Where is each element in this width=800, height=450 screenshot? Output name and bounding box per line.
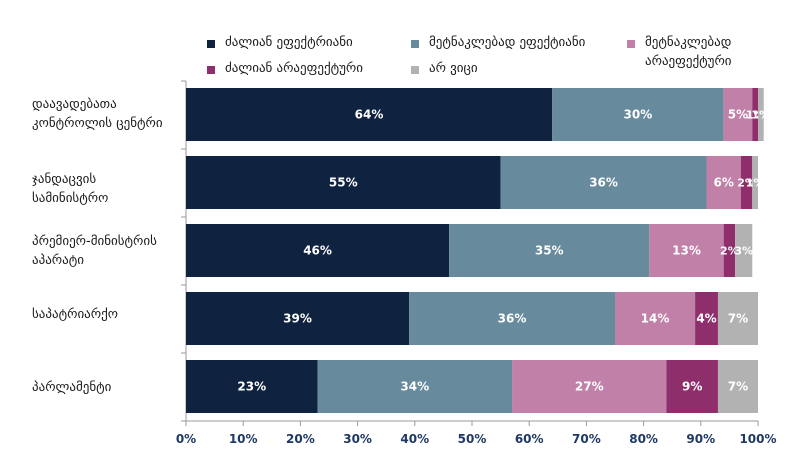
data-label: 3%: [734, 245, 753, 258]
category-label: ჯანდაცვის სამინისტრო: [32, 170, 108, 208]
data-label: 55%: [329, 176, 358, 190]
legend-swatch: [411, 66, 419, 74]
bar-segment: [409, 292, 615, 345]
bar-segment: [717, 360, 758, 413]
legend-swatch: [207, 40, 215, 48]
x-tick-label: 60%: [515, 432, 544, 446]
x-tick-label: 100%: [739, 432, 776, 446]
bar-segment: [723, 88, 753, 141]
data-label: 27%: [575, 380, 604, 394]
data-label: 46%: [303, 244, 332, 258]
bar-segment: [186, 360, 318, 413]
data-label: 1%: [752, 109, 771, 122]
category-label: პრემიერ-მინისტრის აპარატი: [32, 232, 157, 270]
category-label-line: დაავადებათა: [32, 97, 117, 112]
legend-label-line: არაეფექტური: [645, 54, 732, 69]
bar-segment: [500, 156, 707, 209]
category-label: დაავადებათა კონტროლის ცენტრი: [32, 95, 163, 133]
x-tick-label: 90%: [686, 432, 715, 446]
data-label: 7%: [728, 312, 748, 326]
x-tick-label: 40%: [400, 432, 429, 446]
data-label: 36%: [498, 312, 527, 326]
data-label: 2%: [737, 177, 756, 190]
data-label: 9%: [682, 380, 702, 394]
category-label-line: კონტროლის ცენტრი: [32, 116, 163, 131]
x-tick-label: 10%: [229, 432, 258, 446]
data-label: 64%: [355, 108, 384, 122]
bar-segment: [695, 292, 718, 345]
category-label: საპატრიარქო: [32, 305, 118, 324]
x-tick-label: 20%: [286, 432, 315, 446]
data-label: 6%: [713, 176, 733, 190]
bar-segment: [186, 224, 450, 277]
legend-label: არ ვიცი: [429, 61, 478, 76]
data-label: 1%: [746, 177, 765, 190]
data-label: 34%: [400, 380, 429, 394]
category-label-line: პარლამენტი: [32, 380, 112, 395]
legend-swatch: [411, 40, 419, 48]
category-label-line: საპატრიარქო: [32, 307, 119, 322]
data-label: 39%: [283, 312, 312, 326]
x-tick-label: 30%: [343, 432, 372, 446]
bar-segment: [649, 224, 724, 277]
bar-segment: [758, 88, 764, 141]
bar-segment: [740, 156, 753, 209]
bar-segment: [717, 292, 758, 345]
x-tick-label: 0%: [176, 432, 196, 446]
category-label-line: ჯანდაცვის: [32, 172, 97, 187]
data-label: 36%: [589, 176, 618, 190]
legend-label-line: მეტნაკლებად: [645, 35, 732, 50]
category-label-line: სამინისტრო: [32, 191, 109, 206]
legend-label: მეტნაკლებად ეფექტიანი: [429, 35, 586, 50]
legend-label: ძალიან არაეფექტური: [225, 61, 364, 76]
bar-segment: [186, 88, 553, 141]
category-label-line: პრემიერ-მინისტრის: [32, 234, 157, 249]
category-label: პარლამენტი: [32, 378, 111, 397]
bar-segment: [752, 156, 758, 209]
bar-segment: [449, 224, 650, 277]
data-label: 13%: [672, 244, 701, 258]
x-tick-label: 50%: [458, 432, 487, 446]
bar-segment: [552, 88, 724, 141]
data-label: 30%: [624, 108, 653, 122]
data-label: 2%: [720, 245, 739, 258]
legend-swatch: [207, 66, 215, 74]
data-label: 4%: [696, 312, 716, 326]
bar-segment: [317, 360, 513, 413]
bar-segment: [706, 156, 741, 209]
data-label: 7%: [728, 380, 748, 394]
bar-segment: [666, 360, 718, 413]
legend-label: ძალიან ეფექტრიანი: [225, 35, 353, 50]
x-tick-label: 80%: [629, 432, 658, 446]
legend-label: მეტნაკლებად არაეფექტური: [645, 33, 770, 71]
data-label: 14%: [641, 312, 670, 326]
bar-segment: [735, 224, 753, 277]
x-tick-label: 70%: [572, 432, 601, 446]
bar-segment: [186, 156, 501, 209]
data-label: 5%: [728, 108, 748, 122]
legend-swatch: [627, 40, 635, 48]
bar-segment: [186, 292, 410, 345]
data-label: 23%: [237, 380, 266, 394]
bar-segment: [752, 88, 758, 141]
bar-segment: [615, 292, 696, 345]
category-label-line: აპარატი: [32, 253, 84, 268]
bar-segment: [512, 360, 667, 413]
bar-segment: [723, 224, 736, 277]
data-label: 35%: [535, 244, 564, 258]
